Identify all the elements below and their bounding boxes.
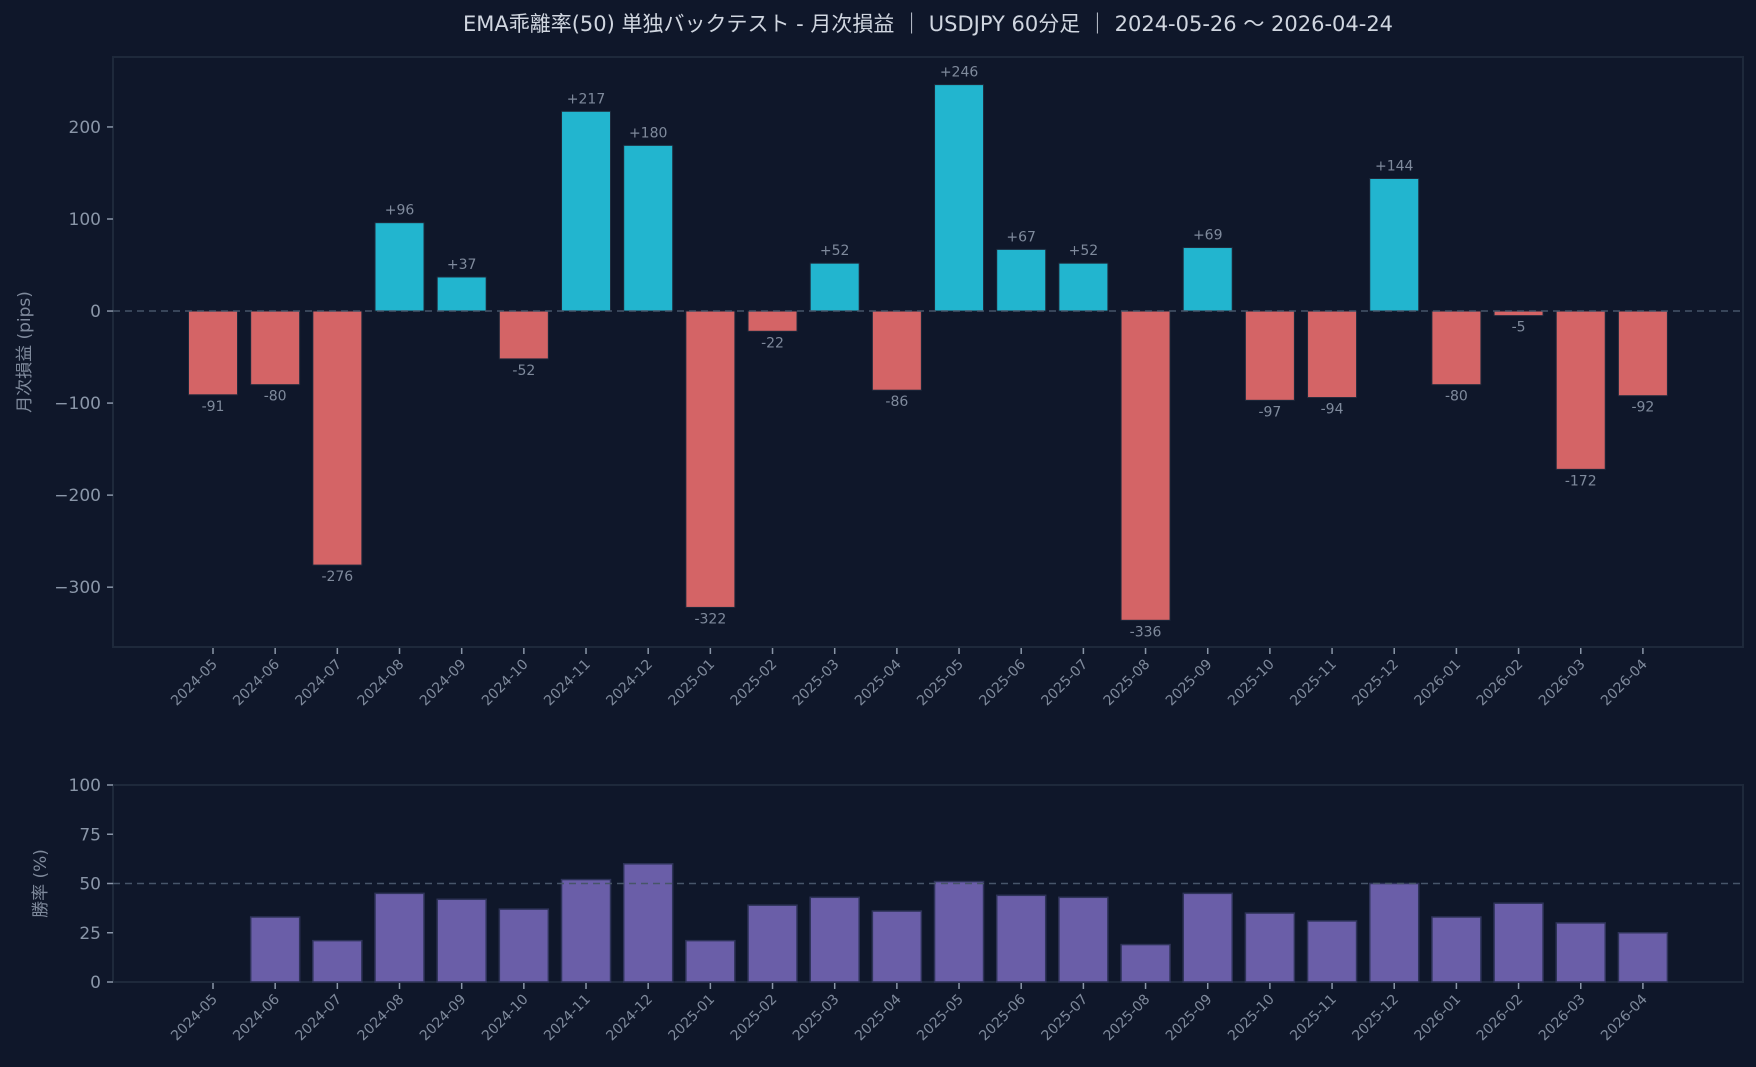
bar-2025-10[interactable]	[1244, 310, 1295, 401]
bar-value-label: +180	[629, 125, 667, 141]
winrate-bar-2026-04[interactable]	[1617, 932, 1669, 983]
bar-2025-07[interactable]	[1058, 262, 1109, 312]
winrate-bar-2024-11[interactable]	[560, 878, 612, 983]
bar-value-label: +246	[940, 65, 979, 81]
bar-value-label: +96	[385, 203, 415, 219]
bar-2024-07[interactable]	[312, 310, 363, 566]
pnl-y-axis-label: 月次損益 (pips)	[15, 291, 35, 413]
winrate-bar-2025-05[interactable]	[933, 880, 985, 983]
bar-value-label: +69	[1193, 228, 1223, 244]
bar-value-label: -52	[512, 363, 535, 379]
winrate-bar-2024-06[interactable]	[249, 916, 301, 983]
winrate-bar-2025-04[interactable]	[871, 910, 923, 983]
winrate-y-axis-label: 勝率 (%)	[31, 849, 51, 918]
bar-2025-04[interactable]	[871, 310, 922, 391]
bar-2024-12[interactable]	[623, 144, 674, 312]
winrate-bar-2024-10[interactable]	[498, 908, 550, 983]
winrate-bar-2025-12[interactable]	[1368, 882, 1420, 983]
bar-2025-11[interactable]	[1307, 310, 1358, 399]
y-tick-label: 25	[79, 924, 101, 944]
winrate-bar-2025-08[interactable]	[1120, 943, 1171, 983]
y-tick-label: 200	[69, 118, 101, 138]
bar-value-label: -92	[1631, 400, 1654, 416]
winrate-bar-2024-12[interactable]	[622, 863, 674, 983]
winrate-bar-2025-06[interactable]	[995, 894, 1047, 983]
y-tick-label: 0	[90, 973, 101, 993]
bar-2025-02[interactable]	[747, 310, 798, 332]
y-tick-label: 100	[69, 776, 101, 796]
bar-2025-09[interactable]	[1182, 247, 1233, 312]
bar-value-label: +217	[567, 91, 605, 107]
bar-value-label: -80	[1445, 389, 1468, 405]
bar-value-label: -94	[1321, 402, 1344, 418]
winrate-bar-2025-02[interactable]	[747, 904, 798, 983]
winrate-bar-2026-02[interactable]	[1493, 902, 1544, 983]
winrate-bar-2025-03[interactable]	[809, 896, 860, 983]
bar-2024-08[interactable]	[374, 222, 425, 312]
bar-2024-06[interactable]	[250, 310, 301, 386]
bar-value-label: +144	[1375, 158, 1414, 174]
bar-2025-08[interactable]	[1120, 310, 1171, 621]
bar-value-label: -5	[1512, 320, 1526, 336]
y-tick-label: 50	[79, 875, 101, 895]
bar-value-label: +52	[1069, 243, 1099, 259]
bar-2024-05[interactable]	[188, 310, 238, 396]
y-tick-label: −300	[54, 578, 101, 598]
winrate-bar-2024-08[interactable]	[374, 892, 425, 983]
bar-value-label: -336	[1130, 624, 1162, 640]
bar-2024-09[interactable]	[436, 276, 487, 312]
winrate-bar-2026-03[interactable]	[1555, 922, 1606, 983]
bar-value-label: +52	[820, 243, 850, 259]
bar-value-label: -86	[885, 394, 908, 410]
winrate-bar-2024-09[interactable]	[436, 898, 487, 983]
bar-value-label: +67	[1006, 229, 1036, 245]
y-tick-label: 75	[79, 825, 101, 845]
winrate-bar-2025-09[interactable]	[1182, 892, 1233, 983]
bar-2026-03[interactable]	[1555, 310, 1606, 470]
bar-value-label: -172	[1565, 473, 1597, 489]
bar-value-label: -80	[264, 389, 287, 405]
y-tick-label: 100	[69, 210, 101, 230]
winrate-bar-2025-10[interactable]	[1244, 912, 1296, 983]
bar-value-label: +37	[447, 257, 477, 273]
winrate-bar-2026-01[interactable]	[1431, 916, 1482, 983]
y-tick-label: −200	[54, 486, 101, 506]
winrate-bar-2024-07[interactable]	[312, 939, 363, 983]
bar-2024-10[interactable]	[498, 310, 549, 360]
bar-2025-01[interactable]	[685, 310, 736, 608]
winrate-bar-2025-01[interactable]	[685, 939, 736, 983]
bar-value-label: -22	[761, 335, 784, 351]
chart-title: EMA乖離率(50) 単独バックテスト - 月次損益 ｜ USDJPY 60分足…	[463, 12, 1393, 36]
bar-2026-04[interactable]	[1617, 310, 1668, 397]
bar-value-label: -97	[1258, 404, 1281, 420]
bar-2024-11[interactable]	[561, 110, 612, 312]
y-tick-label: 0	[90, 302, 101, 322]
y-tick-label: −100	[54, 394, 101, 414]
bar-2025-12[interactable]	[1369, 177, 1420, 312]
bar-2025-06[interactable]	[996, 248, 1047, 312]
winrate-bar-2025-07[interactable]	[1058, 896, 1109, 983]
bar-2025-03[interactable]	[809, 262, 860, 312]
bar-2026-01[interactable]	[1431, 310, 1482, 386]
bar-value-label: -322	[694, 611, 726, 627]
winrate-bar-2025-11[interactable]	[1306, 920, 1358, 983]
bar-2025-05[interactable]	[934, 84, 985, 312]
bar-value-label: -276	[321, 569, 353, 585]
pnl-axes: −300 −200 −100 0 100 200 月次損益 (pips) -91 -80 -276…	[15, 56, 1744, 709]
bar-value-label: -91	[202, 399, 225, 415]
